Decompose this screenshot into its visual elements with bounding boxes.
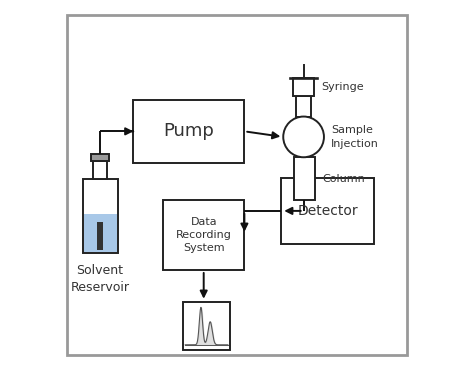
Circle shape: [283, 117, 324, 157]
Bar: [133, 100, 245, 163]
Bar: [83, 214, 117, 252]
Bar: [294, 157, 315, 200]
Bar: [93, 161, 107, 179]
Text: Sample
Injection: Sample Injection: [331, 125, 379, 148]
Bar: [293, 78, 314, 96]
Bar: [97, 222, 103, 250]
Text: Data
Recording
System: Data Recording System: [176, 217, 232, 253]
Bar: [82, 179, 118, 253]
Text: Syringe: Syringe: [321, 82, 364, 92]
Bar: [296, 96, 311, 117]
Text: Detector: Detector: [297, 204, 358, 218]
Bar: [163, 200, 245, 270]
Text: Pump: Pump: [164, 122, 214, 140]
Bar: [282, 178, 374, 244]
Text: Solvent
Reservoir: Solvent Reservoir: [71, 264, 129, 295]
Bar: [91, 154, 109, 161]
Text: Column: Column: [322, 174, 365, 184]
Bar: [183, 302, 229, 350]
